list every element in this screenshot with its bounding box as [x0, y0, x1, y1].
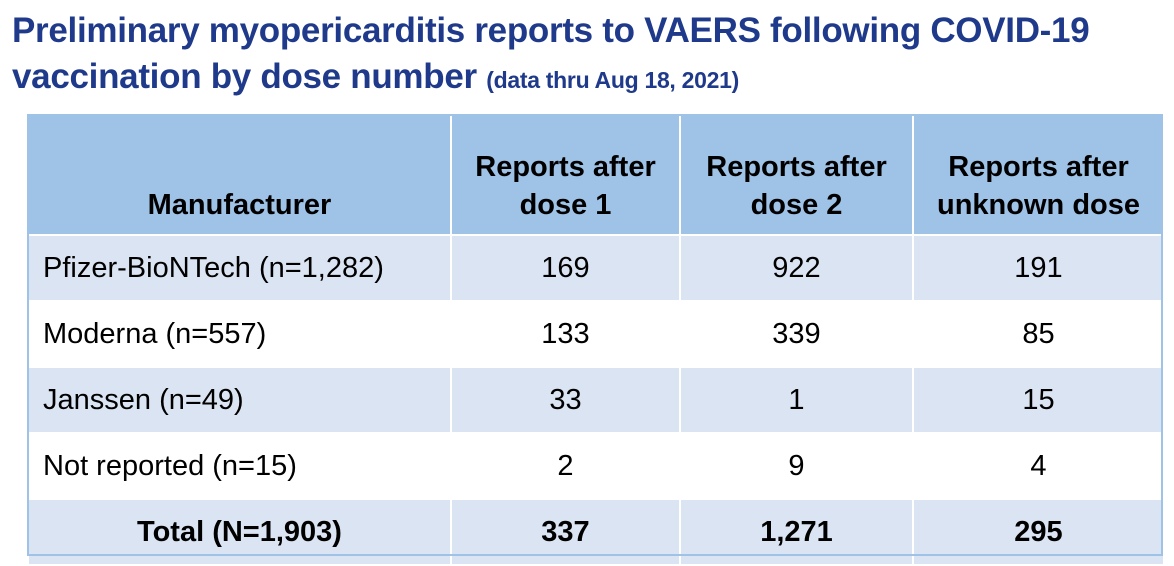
dose2-cell: 9 [679, 432, 914, 500]
manufacturer-cell: Moderna (n=557) [27, 300, 452, 368]
total-unknown-dose-cell: 295 [912, 498, 1165, 566]
unknown-dose-cell: 15 [912, 366, 1165, 434]
column-header: Reports after dose 2 [679, 114, 914, 236]
table-row: Moderna (n=557) 133 339 85 [27, 300, 1165, 368]
title-main: Preliminary myopericarditis reports to V… [12, 11, 1090, 96]
table-row: Janssen (n=49) 33 1 15 [27, 366, 1165, 434]
dose1-cell: 133 [450, 300, 681, 368]
table-header-row: Manufacturer Reports after dose 1 Report… [27, 114, 1165, 236]
table-row: Pfizer-BioNTech (n=1,282) 169 922 191 [27, 234, 1165, 302]
page-title: Preliminary myopericarditis reports to V… [12, 8, 1162, 103]
unknown-dose-cell: 4 [912, 432, 1165, 500]
manufacturer-cell: Pfizer-BioNTech (n=1,282) [27, 234, 452, 302]
table-row: Not reported (n=15) 2 9 4 [27, 432, 1165, 500]
column-header: Manufacturer [27, 114, 452, 236]
manufacturer-cell: Janssen (n=49) [27, 366, 452, 434]
unknown-dose-cell: 85 [912, 300, 1165, 368]
unknown-dose-cell: 191 [912, 234, 1165, 302]
dose2-cell: 922 [679, 234, 914, 302]
dose2-cell: 339 [679, 300, 914, 368]
column-header: Reports after dose 1 [450, 114, 681, 236]
dose1-cell: 33 [450, 366, 681, 434]
dose1-cell: 2 [450, 432, 681, 500]
total-dose2-cell: 1,271 [679, 498, 914, 566]
total-dose1-cell: 337 [450, 498, 681, 566]
manufacturer-cell: Not reported (n=15) [27, 432, 452, 500]
total-row: Total (N=1,903) 337 1,271 295 [27, 498, 1165, 566]
column-header: Reports after unknown dose [912, 114, 1165, 236]
dose1-cell: 169 [450, 234, 681, 302]
title-subtitle: (data thru Aug 18, 2021) [486, 67, 739, 93]
data-table: Manufacturer Reports after dose 1 Report… [27, 114, 1165, 566]
dose2-cell: 1 [679, 366, 914, 434]
total-label-cell: Total (N=1,903) [27, 498, 452, 566]
